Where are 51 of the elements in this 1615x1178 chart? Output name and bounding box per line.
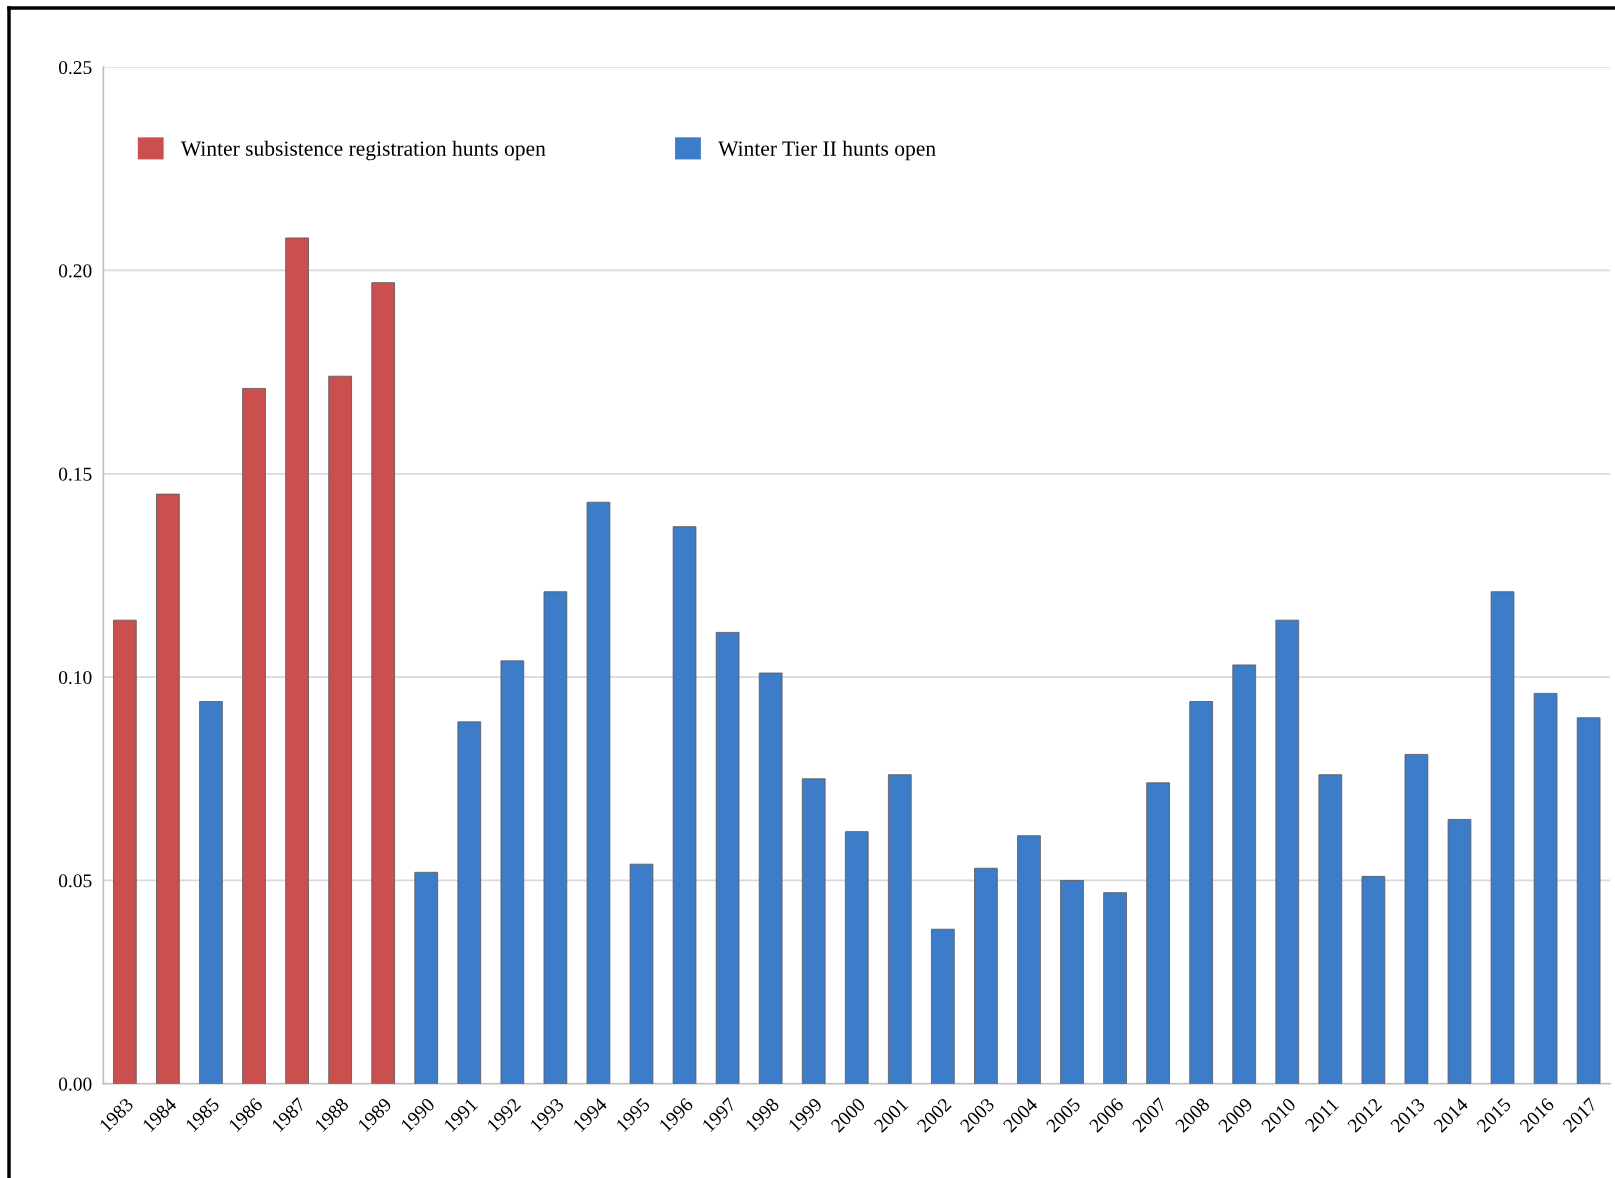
y-tick-label: 0.20 bbox=[58, 264, 92, 278]
bar bbox=[113, 619, 137, 1084]
y-tick-label: 0.10 bbox=[58, 670, 92, 685]
bar bbox=[1189, 701, 1213, 1084]
bar bbox=[414, 871, 439, 1084]
bar bbox=[457, 721, 482, 1084]
bar bbox=[1232, 664, 1257, 1084]
x-tick-label: 1989 bbox=[357, 1097, 393, 1133]
bar bbox=[199, 701, 223, 1084]
bar bbox=[844, 831, 869, 1084]
bar bbox=[1404, 753, 1429, 1084]
bar bbox=[500, 660, 525, 1084]
y-tick-label: 0.25 bbox=[58, 60, 92, 75]
y-tick-label: 0.00 bbox=[58, 1077, 92, 1091]
x-tick-label: 1992 bbox=[486, 1097, 522, 1133]
bar bbox=[931, 928, 955, 1084]
bar bbox=[1275, 619, 1300, 1084]
bar bbox=[543, 591, 568, 1084]
bar bbox=[1447, 819, 1472, 1084]
y-tick-label: 0.15 bbox=[58, 467, 92, 481]
x-tick-label: 1983 bbox=[98, 1097, 135, 1133]
bar bbox=[328, 375, 352, 1084]
bar bbox=[1103, 892, 1127, 1084]
bar bbox=[758, 672, 783, 1084]
bar bbox=[1490, 591, 1515, 1084]
bar bbox=[672, 526, 697, 1084]
bar bbox=[586, 501, 611, 1084]
bar bbox=[1533, 692, 1558, 1084]
x-tick-label: 1990 bbox=[400, 1097, 436, 1133]
bar bbox=[715, 631, 740, 1084]
bar bbox=[1318, 774, 1343, 1084]
bar bbox=[1576, 717, 1601, 1084]
bar bbox=[887, 774, 912, 1084]
y-tick-label: 0.05 bbox=[58, 874, 92, 888]
bar bbox=[242, 387, 266, 1084]
bar bbox=[1361, 875, 1386, 1084]
bar bbox=[629, 863, 654, 1084]
bar bbox=[1146, 782, 1170, 1084]
x-tick-label: 2011 bbox=[1304, 1097, 1340, 1133]
bar bbox=[371, 282, 396, 1084]
bar bbox=[1060, 880, 1084, 1084]
x-tick-label: 1999 bbox=[787, 1097, 823, 1133]
x-tick-label: 1993 bbox=[529, 1097, 565, 1133]
legend-label: Winter Tier II hunts open bbox=[718, 140, 936, 161]
bar bbox=[156, 493, 180, 1084]
bar bbox=[1017, 835, 1041, 1084]
bar bbox=[974, 867, 998, 1084]
legend-label: Winter subsistence registration hunts open bbox=[180, 140, 546, 161]
bar bbox=[801, 778, 826, 1084]
x-tick-label: 1991 bbox=[443, 1097, 479, 1133]
bar bbox=[285, 237, 309, 1084]
